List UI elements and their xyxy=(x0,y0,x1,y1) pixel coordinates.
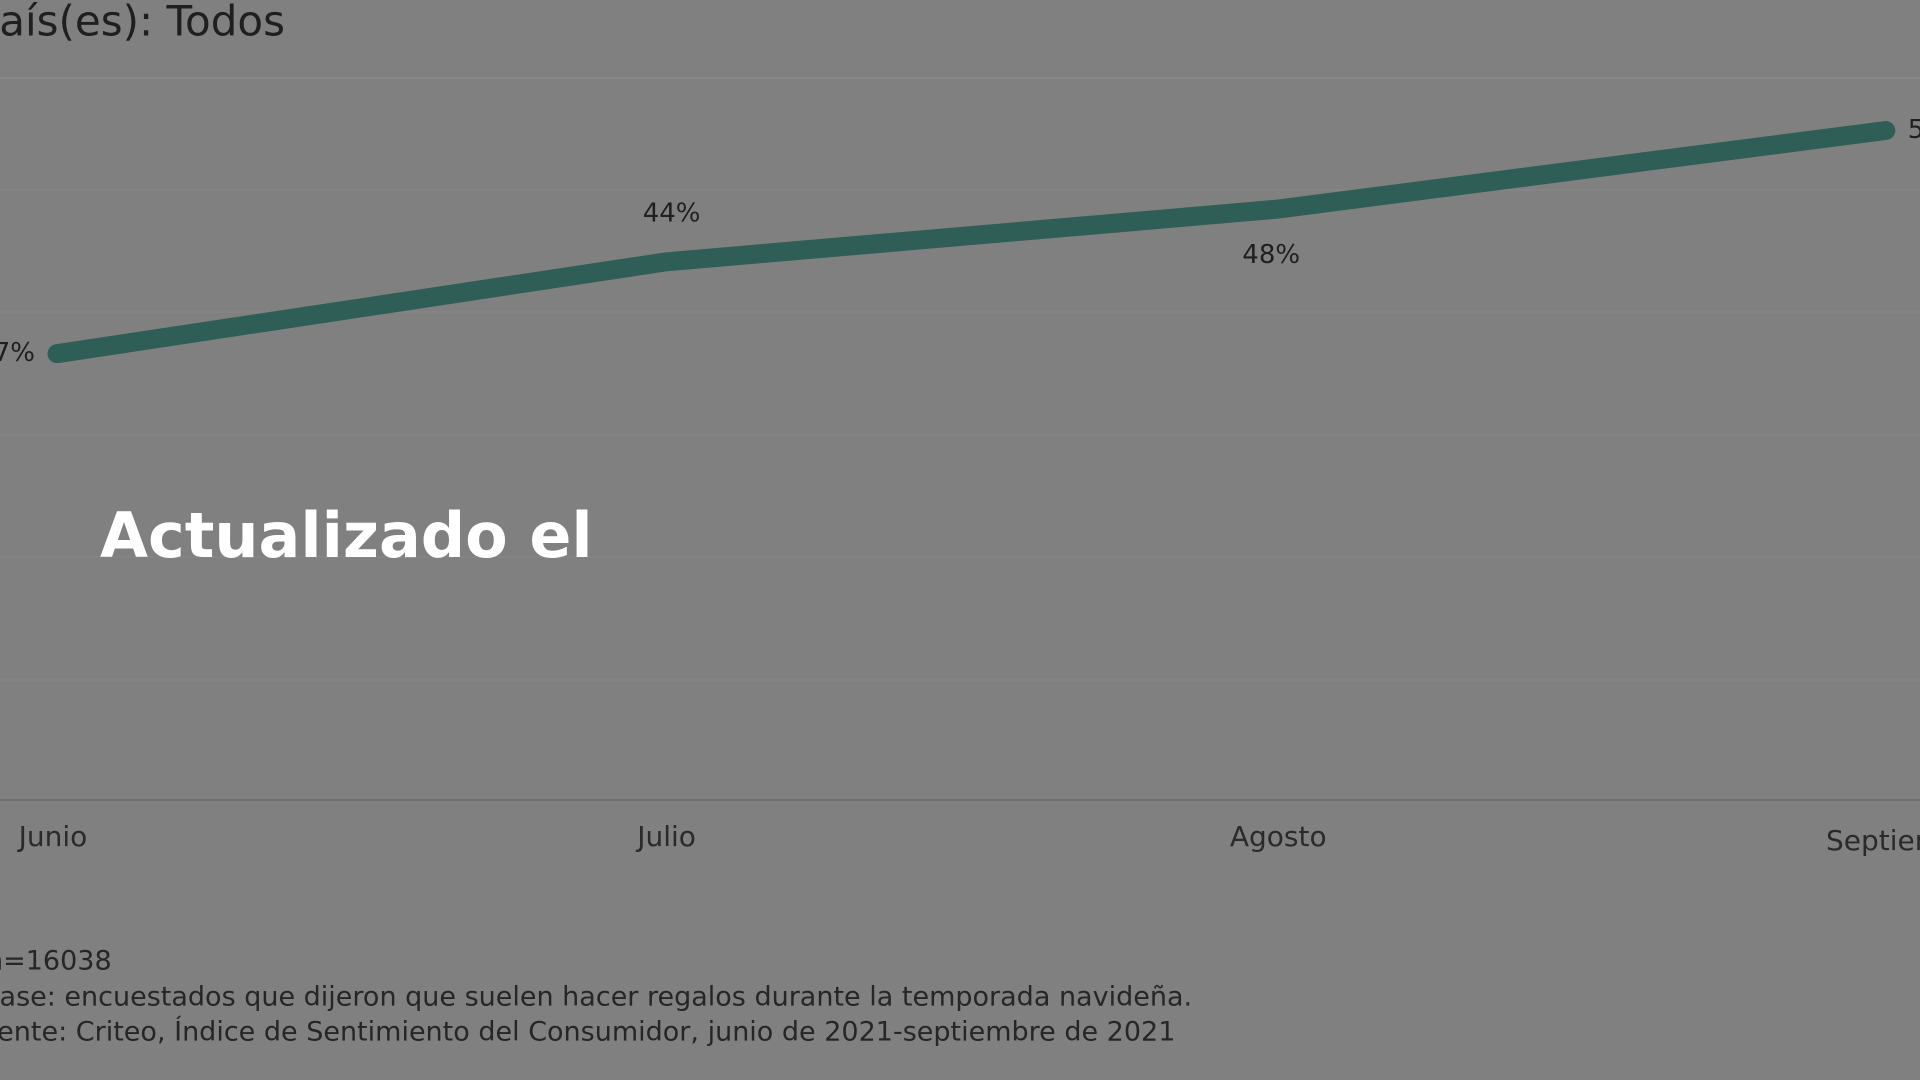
data-label: 48% xyxy=(1242,240,1300,270)
data-label: 44% xyxy=(643,198,701,228)
chart-title: País(es): Todos xyxy=(0,0,285,46)
data-label: 37% xyxy=(0,338,35,368)
overlay-text: Actualizado el xyxy=(100,499,593,572)
footnote: Fuente: Criteo, Índice de Sentimiento de… xyxy=(0,1016,1175,1048)
footnote: n=16038 xyxy=(0,946,112,977)
x-tick-label: Julio xyxy=(635,820,696,853)
x-tick-label: Agosto xyxy=(1230,820,1327,853)
x-tick-label: Septiembre xyxy=(1826,824,1920,857)
x-tick-label: Junio xyxy=(17,820,88,853)
line-series xyxy=(47,121,1896,364)
data-label: 54% xyxy=(1908,115,1920,145)
footnote: Base: encuestados que dijeron que suelen… xyxy=(0,982,1192,1013)
